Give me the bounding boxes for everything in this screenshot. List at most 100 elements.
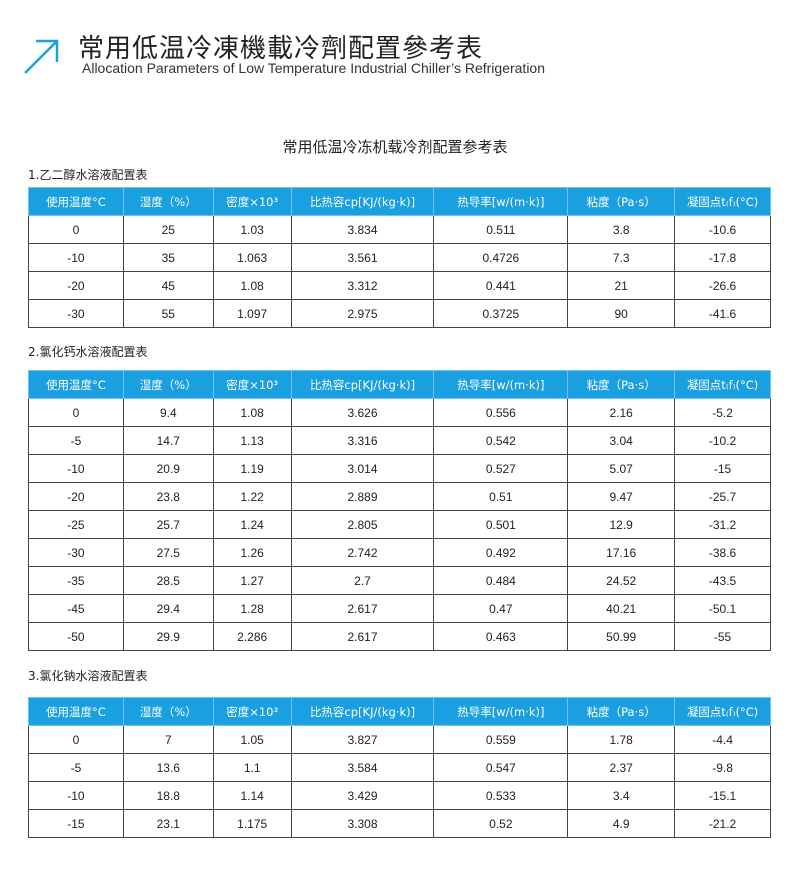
table-cell: 0.4726 [433,243,569,272]
table-cell: 2.975 [290,299,435,328]
column-header: 使用温度°C [28,370,124,399]
table-cell: -5.2 [674,398,771,427]
table-cell: 1.097 [212,299,292,328]
table-cell: 3.626 [290,398,435,427]
table-cell: 1.03 [212,215,292,244]
table-cell: 0.533 [433,781,569,810]
table-cell: 0.3725 [433,299,569,328]
column-header: 使用温度°C [28,187,124,216]
table-cell: -10 [28,243,124,272]
table-cell: 55 [122,299,214,328]
table-cell: 1.05 [212,725,292,754]
table-cell: 2.286 [212,622,292,651]
table-cell: 0.511 [433,215,569,244]
table-cell: 9.47 [567,482,676,511]
table-cell: 28.5 [122,566,214,595]
table-row: -10 35 1.063 3.561 0.4726 7.3 -17.8 [28,243,771,272]
column-header: 凝固点t₍f₎(°C) [674,370,771,399]
table-cell: 3.4 [567,781,676,810]
table-cell: -30 [28,538,124,567]
table-cell: -43.5 [674,566,771,595]
table-cell: 35 [122,243,214,272]
table-cell: 0 [28,215,124,244]
table-cell: 2.742 [290,538,435,567]
table-cell: 2.617 [290,594,435,623]
table-cell: 29.9 [122,622,214,651]
table-cell: 0.556 [433,398,569,427]
table-cell: 13.6 [122,753,214,782]
table-row: -25 25.7 1.24 2.805 0.501 12.9 -31.2 [28,510,771,539]
table-cell: 2.889 [290,482,435,511]
table-row: 0 9.4 1.08 3.626 0.556 2.16 -5.2 [28,398,771,427]
table-cell: 29.4 [122,594,214,623]
table-cell: 0.52 [433,809,569,838]
table-row: -10 20.9 1.19 3.014 0.527 5.07 -15 [28,454,771,483]
table-cell: 0 [28,725,124,754]
table-cell: 23.8 [122,482,214,511]
table-cell: 1.26 [212,538,292,567]
table-row: -30 27.5 1.26 2.742 0.492 17.16 -38.6 [28,538,771,567]
table-row: -20 45 1.08 3.312 0.441 21 -26.6 [28,271,771,300]
section-label: 3.氯化钠水溶液配置表 [28,669,148,683]
column-header: 热导率[w/(m·k)] [433,697,569,726]
table-cell: 3.316 [290,426,435,455]
table-cell: 2.16 [567,398,676,427]
table-cell: 1.08 [212,271,292,300]
arrow-up-right-icon [24,39,59,74]
table-cell: 0.501 [433,510,569,539]
section-label: 1.乙二醇水溶液配置表 [28,168,148,182]
table-cell: -50.1 [674,594,771,623]
table-cell: 27.5 [122,538,214,567]
table-cell: 2.805 [290,510,435,539]
table-cell: 25.7 [122,510,214,539]
table-cell: -25.7 [674,482,771,511]
table-cell: -15 [28,809,124,838]
table-cell: 3.014 [290,454,435,483]
page-title: 常用低温冷凍機載冷劑配置參考表 [78,34,484,64]
table-cell: -10 [28,781,124,810]
document-subtitle: 常用低温冷冻机载冷剂配置参考表 [282,138,508,156]
table-cell: 7 [122,725,214,754]
table-row: -50 29.9 2.286 2.617 0.463 50.99 -55 [28,622,771,651]
table-cell: 1.08 [212,398,292,427]
table-cell: -50 [28,622,124,651]
table-cell: 0.559 [433,725,569,754]
page-title-en: Allocation Parameters of Low Temperature… [82,60,545,76]
table-cell: 45 [122,271,214,300]
column-header: 凝固点t₍f₎(°C) [674,697,771,726]
table-cell: 3.584 [290,753,435,782]
table-cell: 3.04 [567,426,676,455]
header-row: 使用温度°C 湿度（%） 密度×10³ 比热容cp[KJ/(kg·k)] 热导率[w/(… [28,370,771,399]
table-cell: 1.24 [212,510,292,539]
table-cell: 21 [567,271,676,300]
table-cell: 3.312 [290,271,435,300]
table-row: 0 7 1.05 3.827 0.559 1.78 -4.4 [28,725,771,754]
table-row: -5 14.7 1.13 3.316 0.542 3.04 -10.2 [28,426,771,455]
table-cell: -5 [28,753,124,782]
table-row: -35 28.5 1.27 2.7 0.484 24.52 -43.5 [28,566,771,595]
table-cell: 23.1 [122,809,214,838]
column-header: 热导率[w/(m·k)] [433,187,569,216]
table-cell: -20 [28,271,124,300]
table-cell: 7.3 [567,243,676,272]
table-row: 0 25 1.03 3.834 0.511 3.8 -10.6 [28,215,771,244]
column-header: 粘度（Pa·s） [567,697,676,726]
table-cell: -25 [28,510,124,539]
column-header: 密度×10³ [212,370,292,399]
table-cell: 4.9 [567,809,676,838]
table-cell: 0.47 [433,594,569,623]
table-cell: 1.1 [212,753,292,782]
table-cell: 0.484 [433,566,569,595]
column-header: 比热容cp[KJ/(kg·k)] [290,697,435,726]
table-cell: 25 [122,215,214,244]
table-cell: 3.308 [290,809,435,838]
column-header: 凝固点t₍f₎(°C) [674,187,771,216]
table-row: -20 23.8 1.22 2.889 0.51 9.47 -25.7 [28,482,771,511]
table-cell: 50.99 [567,622,676,651]
table-cell: 1.28 [212,594,292,623]
table-cell: -35 [28,566,124,595]
table-row: -10 18.8 1.14 3.429 0.533 3.4 -15.1 [28,781,771,810]
column-header: 粘度（Pa·s） [567,370,676,399]
table-cell: -9.8 [674,753,771,782]
table-cell: -20 [28,482,124,511]
